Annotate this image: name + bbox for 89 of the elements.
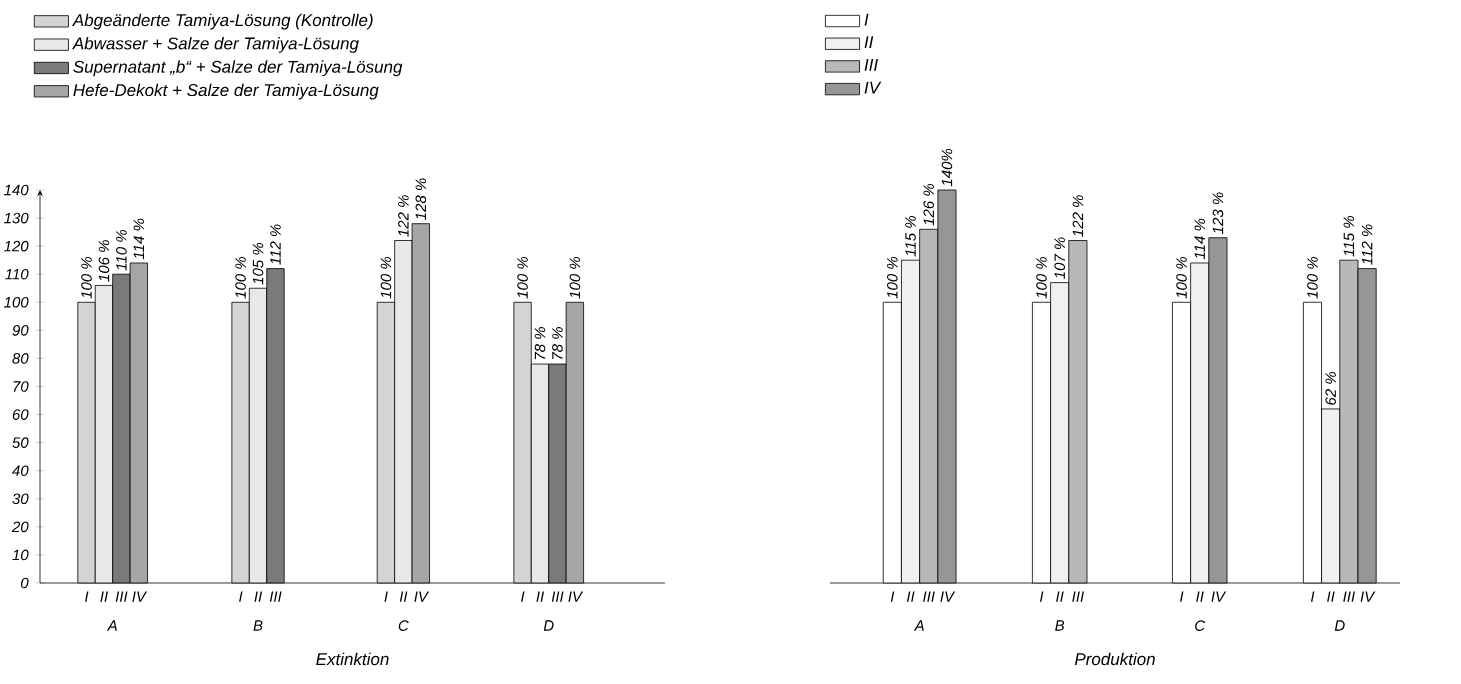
data-label: 100 %: [1307, 257, 1318, 299]
text: III: [115, 591, 128, 602]
data-label: 107 %: [1054, 237, 1066, 279]
text: II: [100, 591, 108, 602]
text: II: [399, 591, 408, 602]
y-tick-label: 20: [11, 521, 29, 533]
x-tick-label: A: [913, 620, 924, 631]
legend-label: Abgeänderte Tamiya-Lösung (Kontrolle): [72, 13, 373, 30]
y-tick-label: 80: [12, 353, 29, 364]
data-label: 122 %: [398, 195, 409, 237]
text: II: [536, 591, 544, 602]
text: I: [1180, 591, 1184, 602]
y-tick-label: 120: [4, 240, 29, 252]
text: III: [269, 591, 282, 602]
data-label: 126 %: [923, 184, 935, 226]
text: III: [1072, 591, 1084, 602]
y-tick-label: 10: [12, 549, 29, 561]
data-label: 100 %: [235, 257, 246, 299]
data-label: 128 %: [415, 178, 427, 220]
y-tick-label: 60: [12, 409, 29, 420]
x-tick-label: B: [1055, 620, 1065, 631]
y-tick-label: 140: [4, 184, 29, 196]
data-label: 78 %: [534, 327, 546, 360]
data-label: 123 %: [1212, 192, 1224, 234]
legend-label: I: [864, 13, 869, 26]
text: IV: [568, 591, 584, 602]
data-label: 105 %: [252, 242, 264, 285]
legend-label: IV: [864, 81, 882, 94]
x-tick-label: D: [1334, 620, 1345, 631]
data-label: 110 %: [116, 230, 127, 271]
text: IV: [1211, 591, 1227, 602]
data-label: 140%: [941, 148, 953, 187]
x-axis-title: Produktion: [1074, 652, 1155, 666]
data-label: 114 %: [1194, 218, 1205, 260]
text: IV: [940, 591, 956, 602]
data-label: 62 %: [1325, 372, 1336, 405]
data-label: 115 %: [1343, 216, 1355, 257]
y-tick-label: 50: [12, 437, 29, 448]
legend-label: Supernatant „b“ + Salze der Tamiya-Lösung: [73, 60, 403, 77]
data-label: 100 %: [81, 257, 92, 299]
x-tick-label: C: [1195, 620, 1206, 631]
text: II: [1327, 591, 1335, 602]
y-tick-label: 40: [12, 465, 29, 477]
y-tick-label: 90: [12, 325, 29, 336]
data-label: 106 %: [98, 240, 110, 282]
text: III: [551, 591, 564, 602]
y-tick-label: 130: [4, 212, 29, 224]
text: II: [906, 591, 915, 602]
data-label: 100 %: [887, 257, 898, 299]
data-label: 78 %: [552, 327, 563, 360]
data-label: 100 %: [1176, 257, 1187, 299]
x-tick-label: C: [398, 620, 409, 631]
text: IV: [132, 591, 148, 602]
text: I: [521, 591, 525, 602]
x-axis-title: Extinktion: [316, 652, 389, 666]
data-label: 112 %: [1361, 224, 1373, 265]
text: I: [85, 591, 89, 602]
legend-label: Hefe-Dekokt + Salze der Tamiya-Lösung: [73, 83, 379, 100]
x-tick-label: B: [253, 620, 263, 631]
text: IV: [414, 591, 430, 602]
data-label: 115 %: [905, 216, 916, 257]
text: IV: [1360, 591, 1376, 602]
y-tick-label: 100: [4, 296, 29, 308]
y-tick-label: 110: [5, 268, 29, 280]
text: I: [1310, 591, 1315, 602]
text: III: [1343, 591, 1355, 602]
data-label: 100 %: [569, 257, 581, 299]
legend-label: II: [864, 36, 874, 49]
text: III: [923, 591, 935, 602]
y-tick-label: 0: [20, 577, 29, 589]
x-tick-label: D: [543, 620, 554, 631]
data-label: 112 %: [270, 224, 281, 265]
text: II: [1196, 591, 1204, 602]
text: I: [384, 591, 388, 602]
text: I: [1039, 591, 1044, 602]
y-tick-label: 30: [12, 493, 29, 505]
text: II: [1056, 591, 1064, 602]
data-label: 100 %: [380, 257, 392, 299]
text: I: [890, 591, 895, 602]
data-label: 100 %: [517, 257, 528, 299]
y-tick-label: 70: [13, 381, 29, 392]
text: II: [254, 591, 263, 602]
legend-label: III: [864, 59, 878, 71]
data-label: 114 %: [133, 218, 145, 260]
data-label: 100 %: [1036, 257, 1047, 299]
text: I: [239, 591, 243, 602]
x-tick-label: A: [106, 620, 117, 631]
legend-label: Abwasser + Salze der Tamiya-Lösung: [72, 36, 359, 53]
data-label: 122 %: [1072, 195, 1084, 237]
